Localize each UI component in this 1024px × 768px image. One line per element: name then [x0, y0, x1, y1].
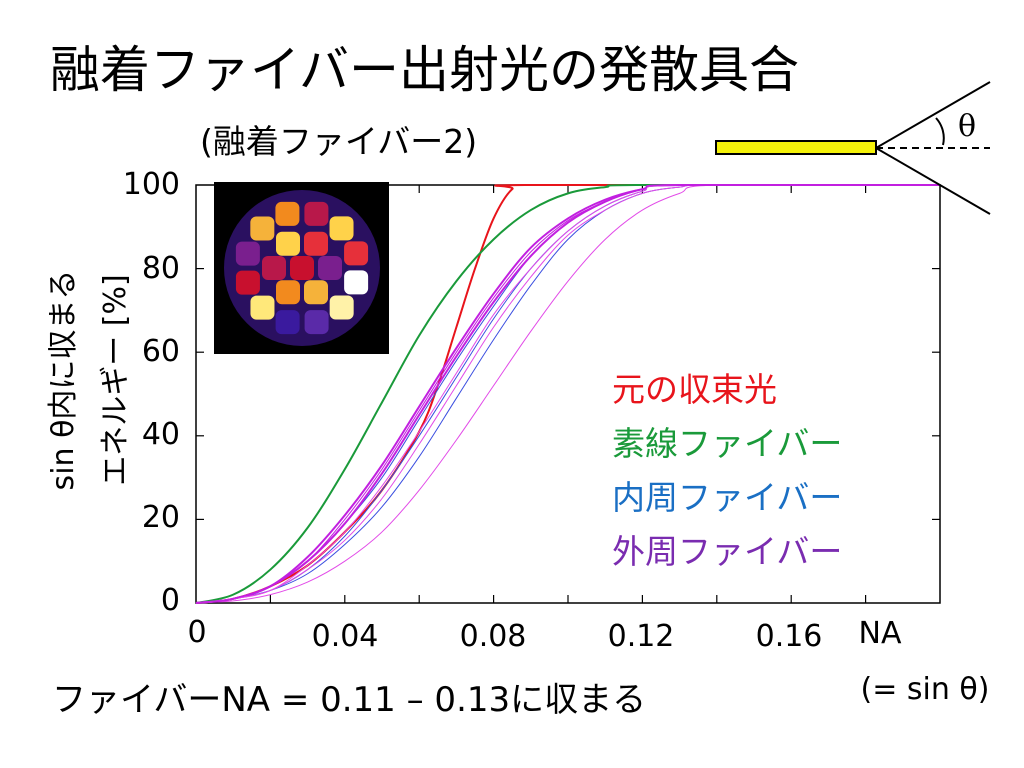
fiber-core-cell	[304, 310, 329, 335]
fiber-core-cell	[235, 270, 260, 295]
fiber-core-cell	[235, 241, 260, 266]
fiber-core-cell	[275, 201, 300, 226]
y-tick-label: 0	[160, 583, 180, 618]
fiber-core-cell	[250, 295, 275, 320]
x-tick-label: 0.08	[459, 619, 527, 654]
fiber-core-cell	[329, 295, 354, 320]
cone-lower-line	[875, 147, 991, 215]
legend-label: 素線ファイバー	[612, 424, 843, 463]
y-tick-label: 20	[141, 500, 180, 535]
fiber-core-cell	[262, 256, 286, 280]
fiber-core-cell	[344, 270, 369, 295]
fiber-core-cell	[329, 216, 354, 241]
fiber-core-cell	[276, 280, 300, 305]
series-line	[195, 184, 940, 604]
legend-item-bare-fiber: 素線ファイバー	[612, 424, 842, 464]
theta-symbol: θ	[958, 109, 976, 144]
slide-subtitle: (融着ファイバー2)	[200, 122, 478, 161]
fiber-divergence-diagram: θ	[715, 81, 991, 215]
series-group	[195, 183, 940, 604]
series-line	[195, 183, 940, 604]
conclusion-note: ファイバーNA = 0.11 – 0.13に収まる	[52, 680, 647, 720]
fiber-bundle-image	[214, 182, 389, 354]
y-tick-label: 100	[122, 167, 180, 202]
x-tick-label: 0.16	[755, 619, 823, 654]
angle-arc	[935, 117, 945, 146]
fiber-core-cell	[304, 201, 329, 226]
fiber-core-cell	[344, 241, 369, 266]
x-tick-label: 0.12	[607, 619, 675, 654]
cone-upper-line	[875, 81, 991, 149]
x-axis-sublabel: (= sin θ)	[860, 672, 990, 707]
y-tick-label: 80	[141, 251, 180, 286]
legend-item-inner-fiber: 内周ファイバー	[612, 478, 842, 518]
fiber-core-cell	[250, 216, 275, 241]
fiber-core-cell	[276, 231, 300, 256]
y-tick-label: 40	[141, 417, 180, 452]
slide-title: 融着ファイバー出射光の発散具合	[50, 41, 799, 99]
y-tick-label: 60	[141, 334, 180, 369]
legend-label: 外周ファイバー	[612, 532, 843, 571]
x-tick-label: 0	[187, 615, 207, 650]
x-axis-label: NA	[858, 616, 902, 651]
fiber-core-cell	[304, 231, 328, 256]
series-line	[195, 183, 940, 604]
legend-label: 元の収束光	[612, 370, 777, 409]
fiber-bar	[715, 140, 877, 155]
fiber-core-cell	[318, 256, 342, 280]
fiber-core-cell	[275, 310, 300, 335]
legend-item-original: 元の収束光	[612, 370, 777, 410]
fiber-core-cell	[304, 280, 328, 305]
legend-item-outer-fiber: 外周ファイバー	[612, 532, 842, 572]
series-line	[195, 184, 940, 604]
fiber-bundle-graphic	[224, 190, 380, 346]
legend-label: 内周ファイバー	[612, 478, 843, 517]
series-line	[195, 184, 940, 604]
fiber-core-cell	[290, 256, 314, 280]
x-tick-label: 0.04	[311, 619, 379, 654]
